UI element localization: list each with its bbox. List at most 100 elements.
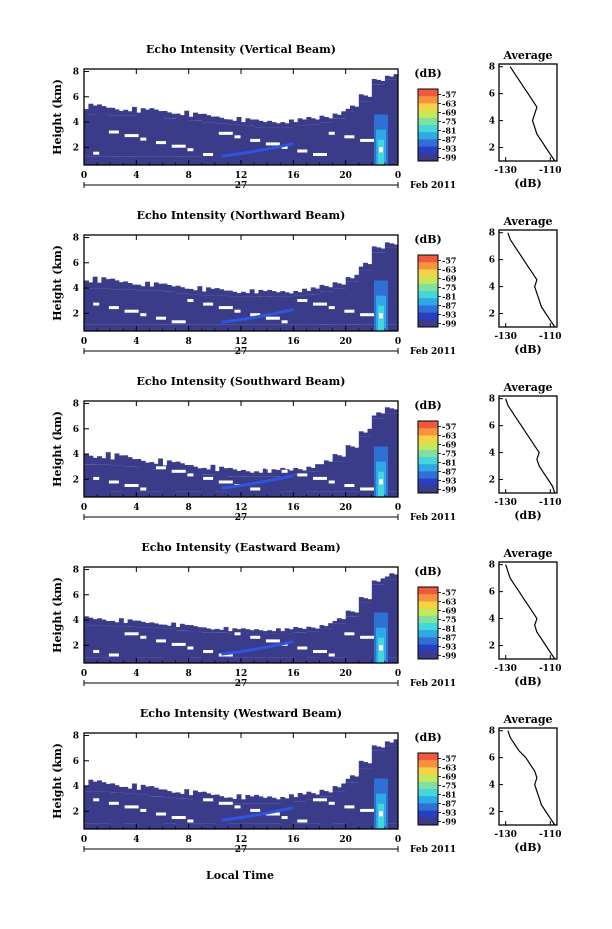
echo-patch xyxy=(258,120,264,128)
colorbar-tick-label: -93 xyxy=(442,143,457,153)
colorbar-tick-label: -57 xyxy=(442,421,456,431)
profile-y-tick-label: 6 xyxy=(489,754,495,764)
echo-patch xyxy=(293,467,299,475)
echo-patch xyxy=(328,461,334,468)
echo-patch xyxy=(267,472,273,477)
clear-gap xyxy=(360,138,375,142)
y-tick-label: 4 xyxy=(73,450,79,460)
echo-patch xyxy=(123,281,129,290)
echo-patch xyxy=(319,625,325,629)
echo-patch xyxy=(341,284,347,289)
echo-patch xyxy=(193,112,198,121)
echo-patch xyxy=(223,797,229,803)
echo-patch xyxy=(341,456,347,462)
heatmap-layer xyxy=(84,74,398,165)
echo-patch xyxy=(136,620,142,628)
echo-patch xyxy=(262,468,268,477)
echo-layer xyxy=(358,768,373,824)
echo-patch xyxy=(280,122,286,128)
clear-gap xyxy=(297,819,308,823)
echo-layer xyxy=(267,296,281,325)
echo-patch xyxy=(136,112,142,117)
colorbar-swatch xyxy=(418,312,438,321)
echo-patch xyxy=(179,623,185,631)
clear-gap xyxy=(313,153,327,156)
echo-patch xyxy=(332,113,338,119)
echo-patch xyxy=(249,630,255,634)
echo-patch xyxy=(389,573,395,580)
echo-patch xyxy=(101,458,107,465)
clear-gap xyxy=(328,131,335,135)
echo-patch xyxy=(92,781,98,792)
echo-patch xyxy=(210,288,216,296)
echo-layer xyxy=(136,467,150,492)
echo-patch xyxy=(97,618,102,626)
echo-patch xyxy=(206,287,211,296)
echo-patch xyxy=(232,799,238,804)
colorbar-swatch xyxy=(418,125,438,133)
echo-layer xyxy=(293,295,307,325)
clear-gap xyxy=(203,302,214,306)
clear-gap xyxy=(250,313,261,317)
y-tick-label: 2 xyxy=(73,475,79,485)
profile-unit: (dB) xyxy=(514,841,541,854)
echo-patch xyxy=(188,795,194,800)
colorbar-tick-label: -57 xyxy=(442,753,456,763)
clear-gap xyxy=(171,642,186,646)
profile-frame xyxy=(498,229,558,328)
echo-patch xyxy=(88,282,94,289)
echo-patch xyxy=(293,122,299,126)
echo-patch xyxy=(227,119,233,125)
clear-gap xyxy=(140,808,147,812)
echo-patch xyxy=(97,456,102,465)
echo-patch xyxy=(284,292,290,297)
echo-patch xyxy=(297,627,303,633)
date-label: Feb 2011 xyxy=(410,513,456,523)
day-label: 27 xyxy=(235,181,248,191)
echo-patch xyxy=(114,785,120,793)
echo-layer xyxy=(149,627,163,658)
echo-patch xyxy=(241,122,246,126)
echo-patch xyxy=(380,248,386,253)
echo-patch xyxy=(384,741,390,746)
echo-patch xyxy=(118,787,124,793)
y-tick-label: 2 xyxy=(73,143,79,153)
echo-patch xyxy=(175,792,181,799)
clear-gap xyxy=(297,646,308,650)
echo-patch xyxy=(153,109,159,117)
clear-gap xyxy=(140,635,147,639)
colorbar-tick-label: -99 xyxy=(442,318,457,328)
profile-line xyxy=(505,398,556,494)
echo-patch xyxy=(393,574,398,580)
echo-layer xyxy=(188,120,203,157)
clear-gap xyxy=(140,137,147,141)
echo-patch xyxy=(249,119,255,126)
colorbar-tick-label: -81 xyxy=(442,789,456,799)
echo-patch xyxy=(262,291,268,297)
profile-y-tick-label: 6 xyxy=(489,422,495,432)
echo-patch xyxy=(223,627,229,633)
colorbar-swatch xyxy=(418,449,438,458)
echo-patch xyxy=(389,742,395,746)
profile-x-tick-label: -110 xyxy=(539,498,562,508)
echo-layer xyxy=(293,125,307,158)
echo-patch xyxy=(341,111,347,119)
echo-patch xyxy=(336,455,342,462)
clear-gap xyxy=(203,798,214,802)
echo-patch xyxy=(166,112,172,119)
echo-patch xyxy=(384,576,390,580)
echo-patch xyxy=(145,462,150,468)
clear-gap xyxy=(250,138,261,142)
echo-patch xyxy=(376,746,382,751)
echo-patch xyxy=(136,284,142,291)
echo-patch xyxy=(166,625,172,629)
colorbar-swatch xyxy=(418,608,438,617)
echo-patch xyxy=(254,629,259,634)
profile-y-tick-label: 8 xyxy=(489,395,495,405)
clear-gap xyxy=(344,309,355,313)
clear-gap xyxy=(187,646,194,650)
echo-layer xyxy=(280,802,294,824)
y-tick-label: 6 xyxy=(73,259,79,269)
profile-y-tick-label: 6 xyxy=(489,90,495,100)
echo-patch xyxy=(297,469,303,475)
